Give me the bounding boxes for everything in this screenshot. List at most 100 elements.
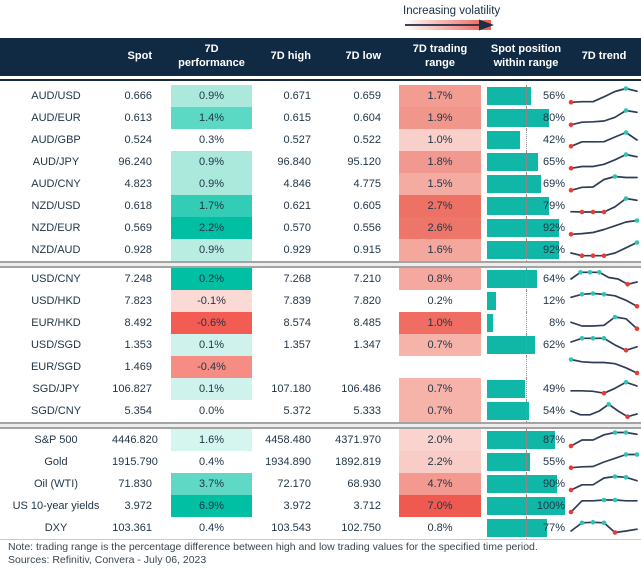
asset-name: NZD/EUR xyxy=(31,222,81,234)
range-value: 1.7% xyxy=(399,85,481,107)
position-bar xyxy=(487,219,559,237)
position-midpoint-dotted-line xyxy=(526,107,527,129)
trend-sparkline xyxy=(570,520,638,535)
range-value: 1.0% xyxy=(399,312,481,334)
column-header-low: 7D low xyxy=(345,50,381,63)
performance-value: 1.4% xyxy=(171,107,252,129)
table-row: AUD/CNY 4.823 0.9% 4.846 4.775 1.5% 69% xyxy=(0,173,641,195)
performance-value: 2.2% xyxy=(171,217,252,239)
position-midpoint-dotted-line xyxy=(526,400,527,422)
performance-value: -0.6% xyxy=(171,312,252,334)
performance-value: 0.4% xyxy=(171,517,252,539)
low-marker-dot xyxy=(568,122,574,128)
spot-value: 0.569 xyxy=(124,222,152,234)
position-value: 77% xyxy=(542,522,565,534)
position-bar xyxy=(487,175,541,193)
low-value: 0.522 xyxy=(353,134,381,146)
position-midpoint-dotted-line xyxy=(526,451,527,473)
performance-value: 0.3% xyxy=(171,129,252,151)
header-rule xyxy=(0,79,641,81)
high-marker-dot xyxy=(590,520,596,525)
position-bar xyxy=(487,453,530,471)
trend-cell xyxy=(568,312,640,334)
trend-sparkline xyxy=(568,130,638,149)
spot-value: 1.469 xyxy=(124,361,152,373)
low-marker-dot xyxy=(590,209,596,215)
position-cell: 79% xyxy=(487,195,565,217)
section-divider xyxy=(0,422,641,429)
position-cell: 8% xyxy=(487,312,565,334)
low-marker-dot xyxy=(625,414,630,419)
high-marker-dot xyxy=(623,475,629,480)
high-marker-dot xyxy=(623,86,629,91)
table-row: AUD/GBP 0.524 0.3% 0.527 0.522 1.0% 42% xyxy=(0,129,641,151)
trend-cell xyxy=(568,517,640,539)
high-marker-dot xyxy=(623,108,629,113)
performance-value: 0.1% xyxy=(171,334,252,356)
position-bar xyxy=(487,87,531,105)
low-value: 68.930 xyxy=(347,478,381,490)
high-marker-dot xyxy=(601,336,607,341)
trend-sparkline xyxy=(568,357,640,376)
high-marker-dot xyxy=(612,430,618,435)
low-marker-dot xyxy=(579,209,585,215)
low-marker-dot xyxy=(568,166,574,171)
position-value: 42% xyxy=(542,134,565,146)
position-bar xyxy=(487,292,497,310)
low-value: 7.820 xyxy=(353,295,381,307)
position-bar xyxy=(487,519,548,537)
performance-value: 0.9% xyxy=(171,239,252,261)
high-value: 4.846 xyxy=(283,178,311,190)
spot-value: 7.248 xyxy=(124,273,152,285)
spot-value: 96.240 xyxy=(118,156,152,168)
performance-value: 6.9% xyxy=(171,495,252,517)
volatility-arrow-icon xyxy=(403,19,494,31)
trend-sparkline xyxy=(568,474,638,493)
range-value: 0.8% xyxy=(399,517,481,539)
trend-sparkline xyxy=(570,270,638,287)
asset-name: NZD/AUD xyxy=(31,244,81,256)
table-row: AUD/JPY 96.240 0.9% 96.840 95.120 1.8% 65% xyxy=(0,151,641,173)
low-value: 0.604 xyxy=(353,112,381,124)
high-value: 103.543 xyxy=(271,522,311,534)
low-value: 95.120 xyxy=(347,156,381,168)
range-value: 2.6% xyxy=(399,217,481,239)
trend-sparkline xyxy=(568,218,640,237)
position-midpoint-dotted-line xyxy=(526,268,527,290)
trend-cell xyxy=(568,334,640,356)
position-cell: 56% xyxy=(487,85,565,107)
low-marker-dot xyxy=(568,232,574,237)
range-value: 2.2% xyxy=(399,451,481,473)
column-header-trend: 7D trend xyxy=(581,50,627,63)
position-midpoint-dotted-line xyxy=(526,85,527,107)
range-value: 1.8% xyxy=(399,151,481,173)
high-value: 7.268 xyxy=(283,273,311,285)
position-midpoint-dotted-line xyxy=(526,129,527,151)
high-value: 0.671 xyxy=(283,90,311,102)
high-marker-dot xyxy=(601,497,607,503)
table-row: SGD/CNY 5.354 0.0% 5.372 5.333 0.7% 54% xyxy=(0,400,641,422)
asset-name: S&P 500 xyxy=(34,434,78,446)
column-header-range: 7D trading range xyxy=(412,43,468,69)
spot-value: 1.353 xyxy=(124,339,152,351)
position-bar xyxy=(487,197,549,215)
high-marker-dot xyxy=(623,380,629,385)
position-cell: 100% xyxy=(487,495,565,517)
asset-name: AUD/CNY xyxy=(31,178,81,190)
position-midpoint-dotted-line xyxy=(526,334,527,356)
trend-sparkline xyxy=(568,152,638,171)
asset-name: AUD/GBP xyxy=(31,134,81,146)
spot-value: 0.666 xyxy=(124,90,152,102)
range-value: 1.0% xyxy=(399,129,481,151)
high-marker-dot xyxy=(623,130,629,135)
position-midpoint-dotted-line xyxy=(526,378,527,400)
trend-sparkline xyxy=(570,314,640,331)
position-value: 90% xyxy=(542,478,565,490)
performance-value: 0.9% xyxy=(171,151,252,173)
high-marker-dot xyxy=(623,452,629,457)
high-value: 107.180 xyxy=(271,383,311,395)
spot-value: 0.618 xyxy=(124,200,152,212)
volatility-legend-label: Increasing volatility xyxy=(403,5,501,17)
trend-cell xyxy=(568,195,640,217)
spot-value: 71.830 xyxy=(118,478,152,490)
